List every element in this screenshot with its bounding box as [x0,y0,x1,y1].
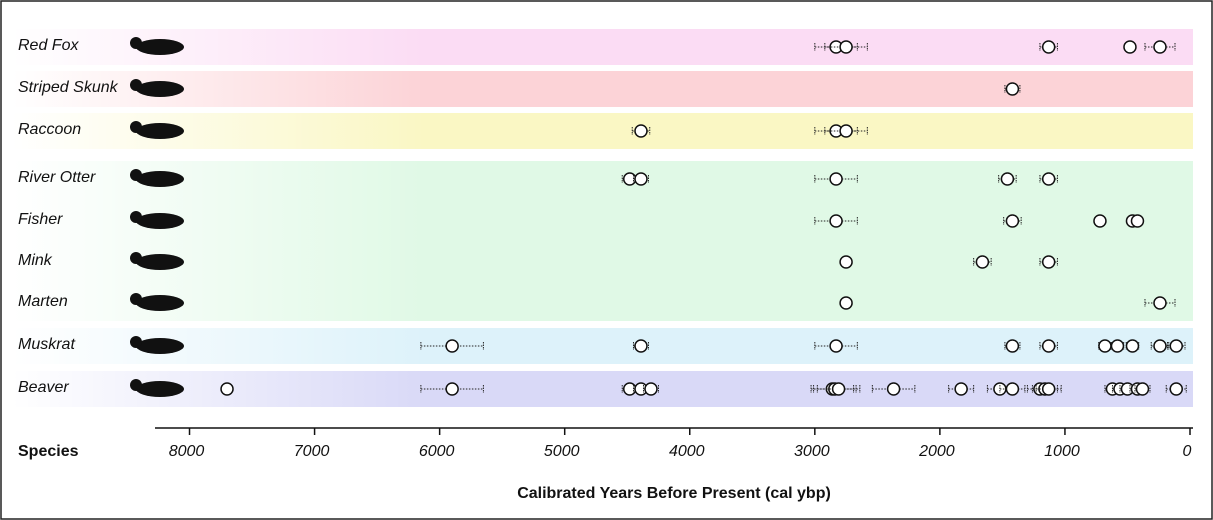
x-tick-label: 5000 [544,443,580,460]
species-label: Raccoon [18,121,81,138]
date-point [840,297,852,309]
date-point [446,340,458,352]
date-point [635,125,647,137]
species-silhouette-head [130,79,142,91]
species-silhouette-head [130,336,142,348]
date-point [1006,83,1018,95]
date-point [1043,41,1055,53]
date-point [1094,215,1106,227]
date-point [1126,340,1138,352]
date-point [446,383,458,395]
species-label: Mink [18,252,53,269]
date-point [840,125,852,137]
x-tick-label: 6000 [419,443,455,460]
x-tick-label: 2000 [918,443,955,460]
x-tick-label: 3000 [794,443,830,460]
species-label: Red Fox [18,37,79,54]
date-point [221,383,233,395]
species-silhouette [136,295,184,311]
species-silhouette-head [130,169,142,181]
band-fade [12,113,1193,149]
species-silhouette [136,123,184,139]
species-silhouette-head [130,37,142,49]
species-silhouette [136,254,184,270]
species-silhouette-head [130,252,142,264]
species-silhouette [136,39,184,55]
date-point [1006,215,1018,227]
date-point [1154,41,1166,53]
date-point [1170,383,1182,395]
band-fade [12,242,1193,283]
date-point [1131,215,1143,227]
species-silhouette [136,381,184,397]
species-label: Beaver [18,379,69,396]
species-silhouette [136,81,184,97]
species-silhouette [136,171,184,187]
species-silhouette-head [130,121,142,133]
date-point [830,173,842,185]
date-point [1154,297,1166,309]
species-label: River Otter [18,169,96,186]
date-point [888,383,900,395]
date-point [1043,340,1055,352]
x-tick-label: 7000 [294,443,330,460]
date-point [1170,340,1182,352]
date-point [1043,173,1055,185]
date-point [1154,340,1166,352]
date-point [635,173,647,185]
species-label: Muskrat [18,336,75,353]
date-point [840,41,852,53]
band-fade [12,283,1193,322]
x-tick-label: 1000 [1044,443,1080,460]
species-silhouette [136,338,184,354]
date-point [635,340,647,352]
date-point [645,383,657,395]
date-point [830,340,842,352]
date-point [1006,383,1018,395]
x-tick-label: 0 [1183,443,1192,460]
species-label: Fisher [18,211,63,228]
y-axis-label: Species [18,443,79,460]
species-label: Marten [18,293,68,310]
date-point [833,383,845,395]
species-silhouette-head [130,211,142,223]
date-point [1043,256,1055,268]
x-tick-label: 4000 [669,443,705,460]
x-tick-label: 8000 [169,443,205,460]
date-point [1111,340,1123,352]
date-point [1099,340,1111,352]
date-point [1136,383,1148,395]
x-axis-label: Calibrated Years Before Present (cal ybp… [517,485,831,502]
date-point [1043,383,1055,395]
date-point [840,256,852,268]
band-fade [12,29,1193,65]
date-point [830,215,842,227]
species-label: Striped Skunk [18,79,119,96]
date-point [1001,173,1013,185]
date-point [976,256,988,268]
date-point [1124,41,1136,53]
species-silhouette [136,213,184,229]
species-silhouette-head [130,379,142,391]
species-silhouette-head [130,293,142,305]
date-point [955,383,967,395]
date-point [1006,340,1018,352]
chart: Species Calibrated Years Before Present … [0,0,1213,520]
